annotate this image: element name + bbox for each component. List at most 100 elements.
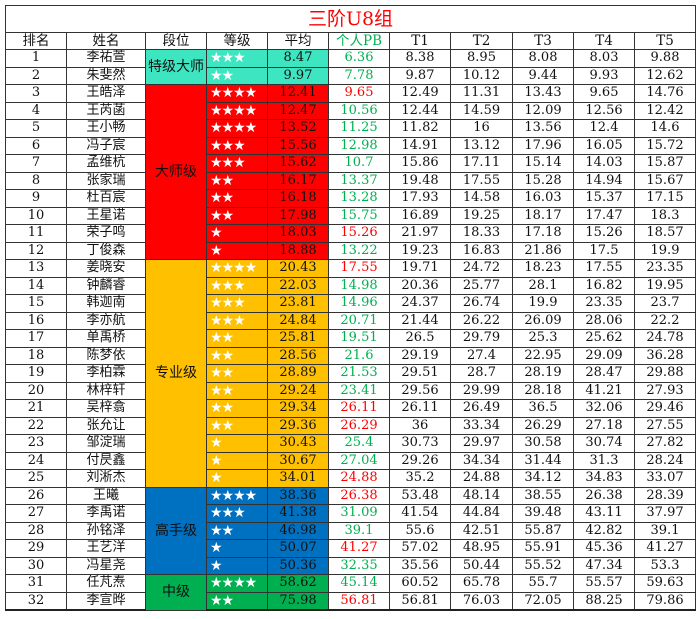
- t3-cell: 16.03: [512, 189, 574, 208]
- t2-cell: 24.88: [450, 469, 513, 488]
- t5-cell: 15.87: [634, 154, 696, 173]
- table-row: 15 韩迦南 ★★★ 23.81 14.96 24.37 26.74 19.9 23.35 23.…: [5, 294, 696, 313]
- t2-cell: 29.99: [450, 381, 513, 400]
- t5-cell: 18.3: [634, 206, 696, 225]
- name-cell: 钟麟睿: [66, 276, 146, 295]
- t3-cell: 17.18: [512, 224, 574, 243]
- pb-cell: 32.35: [328, 556, 390, 575]
- pb-cell: 26.11: [328, 399, 390, 418]
- table-title: 三阶U8组: [5, 5, 696, 33]
- t4-cell: 14.94: [573, 171, 635, 190]
- level-stars: ★★: [206, 521, 268, 540]
- t3-cell: 17.96: [512, 136, 574, 155]
- level-stars: ★: [206, 451, 268, 470]
- t4-cell: 30.74: [573, 434, 635, 453]
- level-stars: ★★★★: [206, 84, 268, 103]
- average-cell: 30.67: [267, 451, 329, 470]
- level-stars: ★★: [206, 364, 268, 383]
- table-row: 32 李宣晔 ★★ 75.98 56.81 56.81 76.03 72.05 88.25 79.…: [5, 591, 696, 611]
- t3-cell: 28.1: [512, 276, 574, 295]
- t2-cell: 33.34: [450, 416, 513, 435]
- level-stars: ★★: [206, 171, 268, 190]
- t5-cell: 27.82: [634, 434, 696, 453]
- average-cell: 23.81: [267, 294, 329, 313]
- rank-cell: 7: [5, 154, 67, 173]
- t2-cell: 11.31: [450, 84, 513, 103]
- table-row: 7 孟维杭 ★★★ 15.62 10.7 15.86 17.11 15.14 14.03 15.8…: [5, 154, 696, 173]
- t5-cell: 12.42: [634, 101, 696, 120]
- t4-cell: 47.34: [573, 556, 635, 575]
- t3-cell: 55.91: [512, 539, 574, 558]
- t2-cell: 26.49: [450, 399, 513, 418]
- t1-cell: 29.26: [389, 451, 451, 470]
- t2-cell: 17.11: [450, 154, 513, 173]
- t5-cell: 39.1: [634, 521, 696, 540]
- table-row: 17 单禹桥 ★★ 25.81 19.51 26.5 29.79 25.3 25.62 24.78: [5, 329, 696, 348]
- level-stars: ★★★: [206, 136, 268, 155]
- rank-cell: 14: [5, 276, 67, 295]
- pb-cell: 9.65: [328, 84, 390, 103]
- t3-cell: 38.55: [512, 486, 574, 505]
- t3-cell: 12.09: [512, 101, 574, 120]
- t3-cell: 26.09: [512, 311, 574, 330]
- rank-cell: 19: [5, 364, 67, 383]
- average-cell: 41.38: [267, 504, 329, 523]
- ranking-table: 三阶U8组 排名 姓名 段位 等级 平均 个人PB T1 T2 T3 T4 T5…: [5, 5, 696, 611]
- rank-cell: 29: [5, 539, 67, 558]
- t2-cell: 24.72: [450, 259, 513, 278]
- average-cell: 15.62: [267, 154, 329, 173]
- rank-cell: 28: [5, 521, 67, 540]
- header-row: 排名 姓名 段位 等级 平均 个人PB T1 T2 T3 T4 T5: [5, 32, 696, 50]
- table-row: 22 张允让 ★★ 29.36 26.29 36 33.34 26.29 27.18 27.55: [5, 416, 696, 435]
- pb-cell: 6.36: [328, 49, 390, 68]
- pb-cell: 11.25: [328, 119, 390, 138]
- t3-cell: 55.87: [512, 521, 574, 540]
- segment-cell: 大师级: [145, 84, 207, 260]
- header-t5: T5: [634, 32, 696, 50]
- t3-cell: 30.58: [512, 434, 574, 453]
- average-cell: 29.36: [267, 416, 329, 435]
- pb-cell: 56.81: [328, 591, 390, 611]
- t2-cell: 18.33: [450, 224, 513, 243]
- t4-cell: 15.37: [573, 189, 635, 208]
- average-cell: 24.84: [267, 311, 329, 330]
- header-t2: T2: [450, 32, 513, 50]
- t4-cell: 12.4: [573, 119, 635, 138]
- table-row: 12 丁俊森 ★ 18.88 13.22 19.23 16.83 21.86 17.5 19.9: [5, 241, 696, 260]
- level-stars: ★★★★: [206, 119, 268, 138]
- table-row: 18 陈梦依 ★★ 28.56 21.6 29.19 27.4 22.95 29.09 36.28: [5, 346, 696, 365]
- t1-cell: 19.48: [389, 171, 451, 190]
- level-stars: ★★★★: [206, 259, 268, 278]
- pb-cell: 10.56: [328, 101, 390, 120]
- name-cell: 李柏霖: [66, 364, 146, 383]
- rank-cell: 10: [5, 206, 67, 225]
- t4-cell: 17.5: [573, 241, 635, 260]
- t1-cell: 56.81: [389, 591, 451, 611]
- average-cell: 12.41: [267, 84, 329, 103]
- t5-cell: 23.7: [634, 294, 696, 313]
- t1-cell: 9.87: [389, 66, 451, 85]
- t1-cell: 36: [389, 416, 451, 435]
- t4-cell: 26.38: [573, 486, 635, 505]
- rank-cell: 2: [5, 66, 67, 85]
- rank-cell: 13: [5, 259, 67, 278]
- average-cell: 25.81: [267, 329, 329, 348]
- t3-cell: 26.29: [512, 416, 574, 435]
- t4-cell: 12.56: [573, 101, 635, 120]
- t4-cell: 9.93: [573, 66, 635, 85]
- t5-cell: 28.39: [634, 486, 696, 505]
- header-t4: T4: [573, 32, 635, 50]
- average-cell: 34.01: [267, 469, 329, 488]
- t5-cell: 28.24: [634, 451, 696, 470]
- t2-cell: 16: [450, 119, 513, 138]
- pb-cell: 21.53: [328, 364, 390, 383]
- rank-cell: 9: [5, 189, 67, 208]
- t2-cell: 44.84: [450, 504, 513, 523]
- t5-cell: 37.97: [634, 504, 696, 523]
- t5-cell: 14.76: [634, 84, 696, 103]
- t4-cell: 15.26: [573, 224, 635, 243]
- t1-cell: 16.89: [389, 206, 451, 225]
- pb-cell: 25.4: [328, 434, 390, 453]
- rank-cell: 23: [5, 434, 67, 453]
- t2-cell: 28.7: [450, 364, 513, 383]
